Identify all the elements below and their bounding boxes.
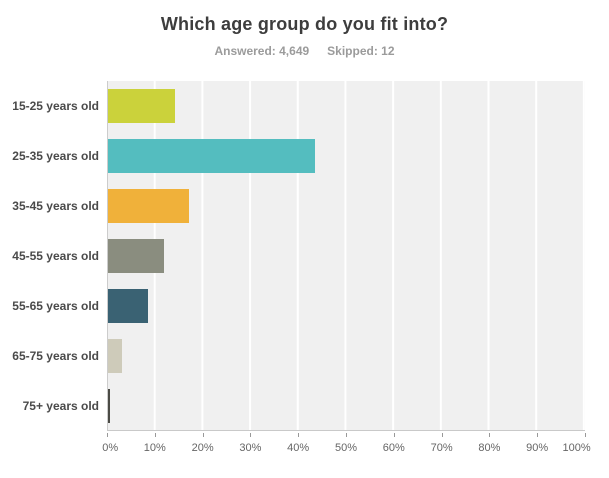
x-axis-tick-mark [346,433,347,437]
x-axis-tick-label: 0% [102,442,119,454]
x-axis-tick-mark [441,433,443,437]
category-labels-column: 15-25 years old 25-35 years old 35-45 year… [0,81,107,431]
category-label: 65-75 years old [12,349,99,363]
x-axis-tick-mark [537,433,539,437]
category-label: 75+ years old [22,399,99,413]
x-axis-tick-label: 100% [562,442,591,454]
bar-row [108,181,585,231]
bar [108,389,110,423]
x-axis-tick-label: 90% [526,442,549,454]
x-axis-tick-mark [107,433,108,437]
x-axis-tick-mark [298,433,300,437]
answered-count: Answered: 4,649 [214,44,310,58]
page-title: Which age group do you fit into? [160,14,449,34]
bar [108,289,149,323]
x-axis-tick-mark [489,433,491,437]
bar [108,139,316,173]
x-axis-tick-label: 70% [430,442,453,454]
x-axis-tick-label: 30% [239,442,262,454]
category-label: 55-65 years old [12,299,99,313]
skipped-count: Skipped: 12 [327,44,395,58]
x-axis-tick-label: 40% [287,442,310,454]
bar [108,89,175,123]
x-axis-tick-label: 20% [191,442,214,454]
x-axis-tick-label: 50% [334,442,358,454]
x-axis-tick-label: 10% [143,442,166,454]
x-axis-tick-mark [202,433,204,437]
x-axis-tick-mark [393,433,395,437]
bar-chart: 15-25 years old 25-35 years old 35-45 year… [0,81,609,431]
category-label: 35-45 years old [12,199,99,213]
bar [108,189,189,223]
bar-row [108,81,585,131]
category-label: 45-55 years old [12,249,99,263]
bar-row [108,281,585,331]
category-label: 25-35 years old [12,149,99,163]
x-axis: 0% 10% 20% 30% 40% 50% 60% 70% 80% 90% 100% [102,433,591,463]
bar-row [108,331,585,381]
x-axis-tick-mark [250,433,252,437]
category-label: 15-25 years old [12,99,99,113]
plot-area [107,81,585,431]
bar [108,239,164,273]
x-axis-tick-label: 60% [382,442,405,454]
bar-row [108,381,585,431]
x-axis-tick-mark [585,433,586,437]
bar [108,339,122,373]
x-axis-tick-label: 80% [478,442,501,454]
chart-subtitle: Answered: 4,649 Skipped: 12 [0,44,609,58]
x-axis-tick-mark [154,433,156,437]
bar-row [108,131,585,181]
bar-row [108,231,585,281]
